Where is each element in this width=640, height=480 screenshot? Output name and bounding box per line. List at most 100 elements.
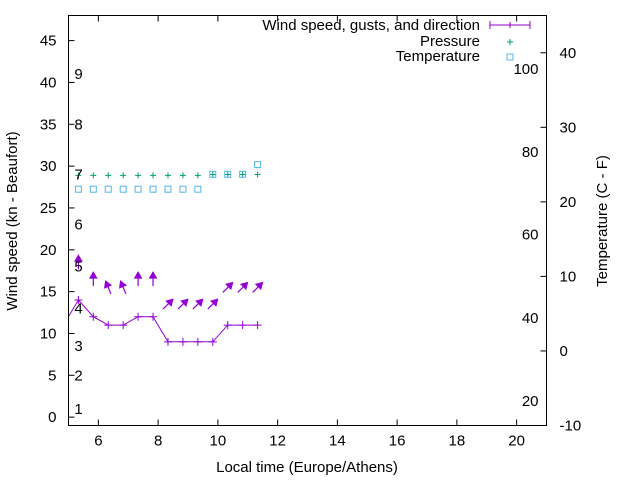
fahrenheit-label: 60 — [522, 227, 539, 244]
x-tick-label: 12 — [269, 433, 286, 450]
y-left-tick-label: 35 — [40, 116, 57, 133]
y-left-tick-label: 45 — [40, 33, 57, 50]
y-left-tick-label: 40 — [40, 74, 57, 91]
temperature-point — [134, 185, 142, 193]
beaufort-label: 8 — [74, 116, 82, 133]
pressure-point — [224, 171, 231, 178]
wind-speed-point — [178, 337, 187, 346]
beaufort-label: 5 — [74, 259, 82, 276]
wind-speed-point — [253, 321, 262, 330]
wind-speed-line — [68, 299, 258, 343]
wind-direction-arrow-head — [239, 281, 249, 291]
y-right-tick-label: 0 — [560, 343, 568, 360]
plot-frame — [68, 15, 547, 426]
wind-direction-arrow-head — [103, 280, 113, 289]
y-left-tick-label: 25 — [40, 200, 57, 217]
tick-layer — [68, 15, 547, 426]
wind-speed-point — [193, 337, 202, 346]
fahrenheit-label: 80 — [522, 144, 539, 161]
wind-speed-point — [89, 312, 98, 321]
y-left-axis-title: Wind speed (kn - Beaufort) — [4, 131, 21, 310]
x-tick-label: 18 — [449, 433, 466, 450]
pressure-point — [239, 171, 246, 178]
y-left-tick-label: 30 — [40, 158, 57, 175]
pressure-point — [194, 172, 201, 179]
temperature-point — [74, 185, 82, 193]
wind-speed-point — [223, 321, 232, 330]
pressure-point — [150, 172, 157, 179]
wind-direction-arrow-head — [74, 254, 83, 262]
y-right-tick-label: 40 — [560, 45, 577, 62]
x-tick-label: 16 — [389, 433, 406, 450]
legend-temperature-marker — [506, 53, 514, 61]
wind-direction-arrow-head — [195, 298, 204, 307]
wind-speed-point — [74, 295, 83, 304]
beaufort-label: 7 — [74, 166, 82, 183]
x-tick-label: 10 — [210, 433, 227, 450]
y-left-tick-label: 0 — [48, 409, 56, 426]
legend-temperature-label: Temperature — [396, 48, 480, 65]
y-left-tick-label: 20 — [40, 242, 57, 259]
beaufort-label: 4 — [74, 300, 82, 317]
wind-direction-arrow-head — [254, 281, 264, 291]
y-right-axis-title: Temperature (C - F) — [594, 155, 611, 287]
wind-direction-arrow-head — [88, 271, 98, 279]
x-tick-label: 14 — [329, 433, 346, 450]
wind-speed-point — [104, 321, 113, 330]
wind-speed-point — [208, 337, 217, 346]
legend-wind-label: Wind speed, gusts, and direction — [262, 17, 480, 34]
wind-direction-arrow-head — [165, 298, 174, 307]
x-tick-label: 6 — [94, 433, 102, 450]
temperature-point — [254, 161, 262, 169]
temperature-point — [89, 185, 97, 193]
y-left-tick-label: 5 — [48, 367, 56, 384]
x-tick-label: 8 — [154, 433, 162, 450]
beaufort-label: 2 — [74, 367, 82, 384]
series-layer — [68, 161, 264, 346]
temperature-point — [164, 185, 172, 193]
x-tick-label: 20 — [508, 433, 525, 450]
beaufort-label: 1 — [74, 401, 82, 418]
pressure-point — [254, 171, 261, 178]
wind-speed-point — [149, 312, 158, 321]
y-left-tick-label: 15 — [40, 284, 57, 301]
temperature-point — [104, 185, 112, 193]
pressure-point — [105, 172, 112, 179]
wind-speed-point — [119, 321, 128, 330]
beaufort-label: 3 — [74, 338, 82, 355]
wind-direction-arrow-head — [180, 298, 189, 307]
label-layer: 6 8 10 12 14 16 18 20051015202530354045-1001020… — [40, 33, 581, 450]
pressure-point — [179, 172, 186, 179]
wind-speed-point — [238, 321, 247, 330]
wind-speed-point — [163, 337, 172, 346]
wind-direction-arrow-head — [225, 281, 234, 291]
pressure-point — [120, 172, 127, 179]
wind-direction-arrow-head — [148, 271, 158, 279]
temperature-point — [149, 185, 157, 193]
temperature-point — [179, 185, 187, 193]
temperature-point — [224, 170, 232, 178]
pressure-point — [75, 172, 82, 179]
y-left-tick-label: 10 — [40, 325, 57, 342]
pressure-point — [209, 171, 216, 178]
x-axis-title: Local time (Europe/Athens) — [216, 459, 398, 476]
legend: Wind speed, gusts, and direction Pressur… — [262, 17, 531, 65]
pressure-point — [164, 172, 171, 179]
y-right-tick-label: 30 — [560, 119, 577, 136]
temperature-point — [239, 170, 247, 178]
y-right-tick-label: -10 — [560, 418, 582, 435]
fahrenheit-label: 100 — [513, 61, 538, 78]
y-right-tick-label: 10 — [560, 268, 577, 285]
legend-pressure-label: Pressure — [420, 33, 480, 50]
beaufort-label: 9 — [74, 66, 82, 83]
temperature-point — [209, 170, 217, 178]
pressure-point — [90, 172, 97, 179]
beaufort-label: 6 — [74, 217, 82, 234]
wind-direction-arrow-head — [133, 271, 143, 279]
wind-direction-arrow-head — [118, 280, 127, 289]
y-right-tick-label: 20 — [560, 194, 577, 211]
temperature-point — [194, 185, 202, 193]
wind-direction-arrow-head — [210, 298, 219, 307]
pressure-point — [135, 172, 142, 179]
